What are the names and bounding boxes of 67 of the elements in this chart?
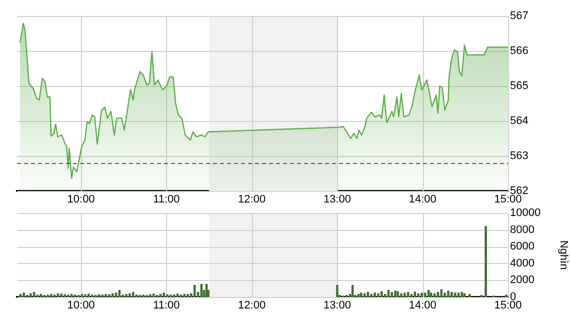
bar	[30, 293, 32, 297]
x-tick-label: 10:00	[67, 300, 95, 312]
bar	[166, 294, 168, 297]
y-tick-label: 563	[510, 150, 528, 162]
bar	[377, 293, 380, 297]
bar	[64, 294, 66, 297]
bar	[162, 292, 166, 297]
bar	[390, 292, 393, 297]
x-tick-label: 15:00	[494, 300, 522, 312]
x-tick-label: 14:00	[408, 194, 436, 206]
bar	[430, 292, 432, 297]
bar	[457, 292, 460, 297]
x-tick-label: 13:00	[323, 194, 351, 206]
bar	[128, 293, 131, 297]
bar	[396, 291, 399, 297]
bar	[360, 292, 362, 297]
bar	[84, 294, 86, 297]
bar	[70, 294, 73, 297]
bar	[112, 293, 114, 297]
bar	[370, 294, 373, 297]
x-tick-label: 12:00	[238, 300, 266, 312]
bar	[374, 292, 376, 297]
bar	[114, 292, 118, 297]
y-tick-label: 2000	[510, 274, 534, 286]
bar	[424, 292, 426, 297]
bar	[444, 292, 446, 297]
bar	[149, 294, 152, 297]
y-tick-label: 565	[510, 80, 528, 92]
bar	[104, 294, 107, 297]
bar	[484, 226, 487, 297]
y-tick-label: 4000	[510, 257, 534, 270]
bar	[172, 294, 176, 297]
x-tick-label: 10:00	[67, 194, 95, 206]
bar	[420, 292, 423, 297]
bar	[88, 294, 90, 297]
y-tick-label: 564	[510, 115, 528, 128]
bar	[336, 284, 338, 297]
bar	[400, 293, 402, 297]
bar	[380, 291, 383, 297]
y-tick-label: 6000	[510, 240, 534, 253]
x-tick-label: 11:00	[153, 194, 180, 206]
x-tick-label: 14:00	[408, 300, 436, 312]
y-tick-label: 566	[510, 45, 528, 58]
bar	[132, 292, 134, 297]
x-tick-label: 11:00	[153, 300, 180, 312]
bar	[417, 293, 420, 297]
bar	[152, 294, 155, 297]
y-axis-title: Nghìn	[557, 240, 570, 270]
bar	[447, 290, 450, 297]
bar	[176, 294, 179, 297]
y-tick-label: 8000	[510, 224, 534, 236]
x-tick-label: 12:00	[238, 194, 266, 206]
bar	[186, 294, 189, 297]
bar	[450, 292, 453, 297]
bar	[414, 292, 416, 297]
bar	[404, 292, 406, 297]
bar	[454, 292, 456, 297]
y-tick-label: 567	[510, 10, 528, 22]
bar	[183, 294, 186, 297]
bar	[60, 294, 63, 297]
bar	[22, 292, 25, 297]
bar	[108, 294, 110, 297]
x-tick-label: 13:00	[323, 300, 351, 312]
bar	[125, 294, 128, 297]
bar	[50, 294, 52, 297]
bar	[394, 290, 396, 297]
y-tick-label: 10000	[510, 207, 541, 220]
